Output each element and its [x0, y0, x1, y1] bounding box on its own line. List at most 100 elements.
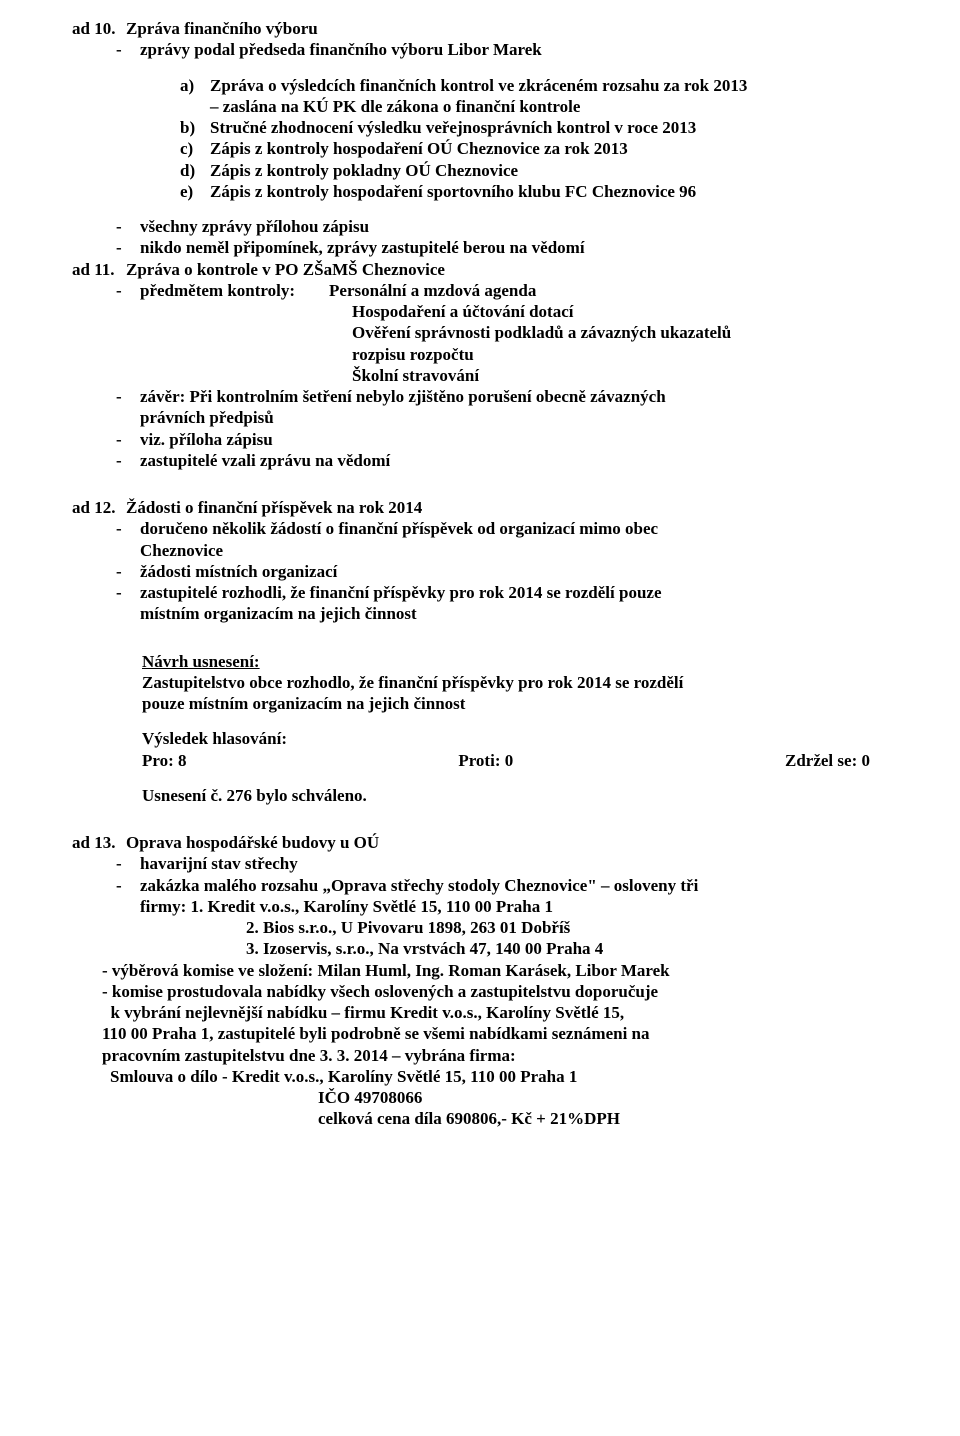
resolution-text: pouze místním organizacím na jejich činn… [142, 693, 870, 714]
bullet-cont: firmy: 1. Kredit v.o.s., Karolíny Světlé… [72, 896, 870, 917]
bullet-text: zakázka malého rozsahu „Oprava střechy s… [140, 875, 870, 896]
bullet-text: viz. příloha zápisu [140, 429, 870, 450]
letter-text: Zápis z kontroly pokladny OÚ Cheznovice [210, 160, 870, 181]
letter-text: Zpráva o výsledcích finančních kontrol v… [210, 75, 870, 96]
indented-text: Školní stravování [72, 365, 870, 386]
letter-key: b) [180, 117, 210, 138]
firm-line: 2. Bios s.r.o., U Pivovaru 1898, 263 01 … [72, 917, 870, 938]
bullet-item: - zakázka malého rozsahu „Oprava střechy… [72, 875, 870, 896]
letter-item-c: c) Zápis z kontroly hospodaření OÚ Chezn… [180, 138, 870, 159]
section-heading-ad10: ad 10. Zpráva finančního výboru [72, 18, 870, 39]
bullet-dash: - [116, 39, 140, 60]
bullet-dash: - [116, 561, 140, 582]
letter-key: d) [180, 160, 210, 181]
bullet-text: nikdo neměl připomínek, zprávy zastupite… [140, 237, 870, 258]
bullet-text: Cheznovice [140, 540, 870, 561]
vote-zdrzel: Zdržel se: 0 [785, 750, 870, 771]
body-text: IČO 49708066 [72, 1087, 870, 1108]
bullet-text: všechny zprávy přílohou zápisu [140, 216, 870, 237]
indented-text: Ověření správnosti podkladů a závazných … [72, 322, 870, 343]
bullet-dash: - [116, 429, 140, 450]
bullet-text: žádosti místních organizací [140, 561, 870, 582]
heading-title: Zpráva o kontrole v PO ZŠaMŠ Cheznovice [126, 259, 870, 280]
indented-text: Hospodaření a účtování dotací [72, 301, 870, 322]
bullet-item: - žádosti místních organizací [72, 561, 870, 582]
vote-result-row: Pro: 8 Proti: 0 Zdržel se: 0 [142, 750, 870, 771]
bullet-cont: místním organizacím na jejich činnost [72, 603, 870, 624]
section-heading-ad11: ad 11. Zpráva o kontrole v PO ZŠaMŠ Chez… [72, 259, 870, 280]
bullet-item: - všechny zprávy přílohou zápisu [72, 216, 870, 237]
vote-proti: Proti: 0 [458, 750, 513, 771]
letter-item-a: a) Zpráva o výsledcích finančních kontro… [180, 75, 870, 96]
bullet-item: - předmětem kontroly: Personální a mzdov… [72, 280, 870, 301]
body-text: pracovním zastupitelstvu dne 3. 3. 2014 … [72, 1045, 870, 1066]
bullet-dash: - [116, 386, 140, 407]
body-text: k vybrání nejlevnější nabídku – firmu Kr… [72, 1002, 870, 1023]
bullet-text: místním organizacím na jejich činnost [140, 603, 870, 624]
bullet-text: právních předpisů [140, 407, 870, 428]
indented-text: rozpisu rozpočtu [72, 344, 870, 365]
bullet-item: - doručeno několik žádostí o finanční př… [72, 518, 870, 539]
bullet-item: - zastupitelé rozhodli, že finanční přís… [72, 582, 870, 603]
heading-number: ad 13. [72, 832, 126, 853]
letter-text: – zaslána na KÚ PK dle zákona o finanční… [210, 96, 870, 117]
bullet-dash: - [116, 853, 140, 874]
letter-text: Zápis z kontroly hospodaření OÚ Cheznovi… [210, 138, 870, 159]
body-text: 110 00 Praha 1, zastupitelé byli podrobn… [72, 1023, 870, 1044]
bullet-text: zastupitelé vzali zprávu na vědomí [140, 450, 870, 471]
letter-key: c) [180, 138, 210, 159]
letter-text: Zápis z kontroly hospodaření sportovního… [210, 181, 870, 202]
bullet-item: - havarijní stav střechy [72, 853, 870, 874]
bullet-item: - nikdo neměl připomínek, zprávy zastupi… [72, 237, 870, 258]
firm-line: 3. Izoservis, s.r.o., Na vrstvách 47, 14… [72, 938, 870, 959]
section-heading-ad13: ad 13. Oprava hospodářské budovy u OÚ [72, 832, 870, 853]
bullet-dash: - [116, 216, 140, 237]
label: předmětem kontroly: [140, 281, 295, 300]
letter-item-d: d) Zápis z kontroly pokladny OÚ Cheznovi… [180, 160, 870, 181]
bullet-text: závěr: Při kontrolním šetření nebylo zji… [140, 386, 870, 407]
bullet-cont: Cheznovice [72, 540, 870, 561]
letter-text: Stručné zhodnocení výsledku veřejnospráv… [210, 117, 870, 138]
bullet-text: předmětem kontroly: Personální a mzdová … [140, 280, 870, 301]
value: Personální a mzdová agenda [329, 281, 536, 300]
section-heading-ad12: ad 12. Žádosti o finanční příspěvek na r… [72, 497, 870, 518]
bullet-text: firmy: 1. Kredit v.o.s., Karolíny Světlé… [140, 896, 870, 917]
body-text: - výběrová komise ve složení: Milan Huml… [72, 960, 870, 981]
body-text: celková cena díla 690806,- Kč + 21%DPH [72, 1108, 870, 1129]
resolution-label: Návrh usnesení: [142, 651, 870, 672]
heading-title: Oprava hospodářské budovy u OÚ [126, 832, 870, 853]
bullet-dash: - [116, 280, 140, 301]
bullet-item: - závěr: Při kontrolním šetření nebylo z… [72, 386, 870, 407]
bullet-cont: právních předpisů [72, 407, 870, 428]
letter-item-e: e) Zápis z kontroly hospodaření sportovn… [180, 181, 870, 202]
bullet-dash: - [116, 237, 140, 258]
bullet-dash: - [116, 450, 140, 471]
body-text: Smlouva o dílo - Kredit v.o.s., Karolíny… [72, 1066, 870, 1087]
letter-item-a-cont: – zaslána na KÚ PK dle zákona o finanční… [180, 96, 870, 117]
resolution-block: Návrh usnesení: Zastupitelstvo obce rozh… [72, 651, 870, 807]
bullet-item: - zprávy podal předseda finančního výbor… [72, 39, 870, 60]
resolution-number: Usnesení č. 276 bylo schváleno. [142, 785, 870, 806]
heading-title: Žádosti o finanční příspěvek na rok 2014 [126, 497, 870, 518]
bullet-item: - zastupitelé vzali zprávu na vědomí [72, 450, 870, 471]
bullet-dash: - [116, 518, 140, 539]
bullet-text: havarijní stav střechy [140, 853, 870, 874]
heading-number: ad 10. [72, 18, 126, 39]
bullet-dash: - [116, 875, 140, 896]
bullet-dash: - [116, 582, 140, 603]
resolution-text: Zastupitelstvo obce rozhodlo, že finančn… [142, 672, 870, 693]
bullet-text: doručeno několik žádostí o finanční přís… [140, 518, 870, 539]
heading-number: ad 12. [72, 497, 126, 518]
heading-number: ad 11. [72, 259, 126, 280]
body-text: - komise prostudovala nabídky všech oslo… [72, 981, 870, 1002]
vote-pro: Pro: 8 [142, 750, 187, 771]
letter-list: a) Zpráva o výsledcích finančních kontro… [72, 75, 870, 203]
bullet-item: - viz. příloha zápisu [72, 429, 870, 450]
document-page: ad 10. Zpráva finančního výboru - zprávy… [0, 0, 960, 1160]
bullet-text: zprávy podal předseda finančního výboru … [140, 39, 870, 60]
heading-title: Zpráva finančního výboru [126, 18, 870, 39]
letter-key: e) [180, 181, 210, 202]
letter-item-b: b) Stručné zhodnocení výsledku veřejnosp… [180, 117, 870, 138]
letter-key: a) [180, 75, 210, 96]
bullet-text: zastupitelé rozhodli, že finanční příspě… [140, 582, 870, 603]
